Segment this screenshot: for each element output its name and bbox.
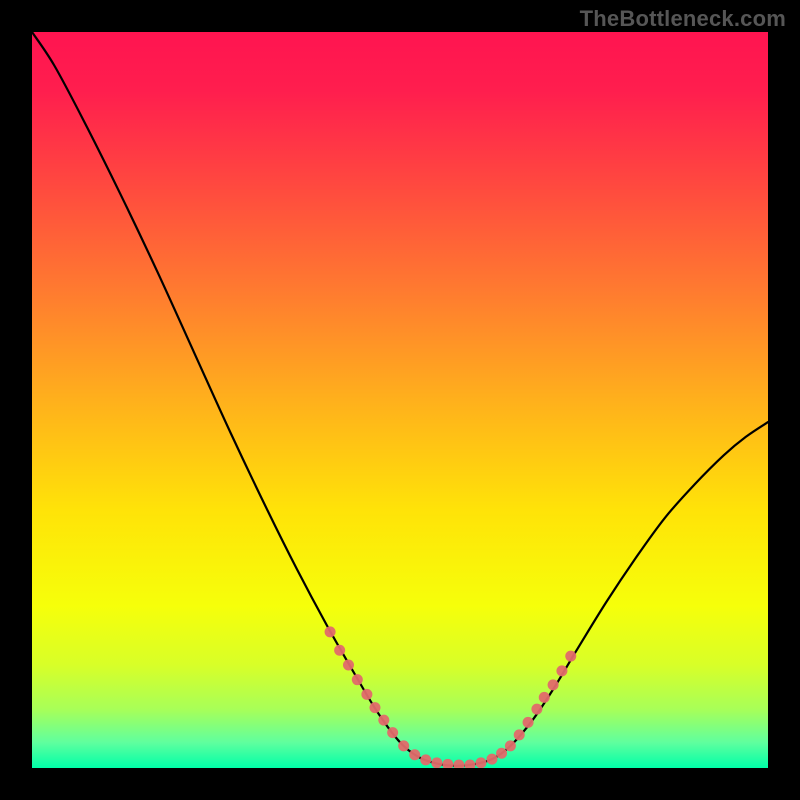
marker-point xyxy=(496,748,507,759)
marker-point xyxy=(387,727,398,738)
marker-point xyxy=(431,757,442,768)
marker-point xyxy=(531,704,542,715)
marker-point xyxy=(409,749,420,760)
marker-point xyxy=(523,717,534,728)
marker-point xyxy=(505,740,516,751)
marker-point xyxy=(539,692,550,703)
watermark-text: TheBottleneck.com xyxy=(580,6,786,32)
plot-svg xyxy=(32,32,768,768)
marker-point xyxy=(548,679,559,690)
plot-area xyxy=(32,32,768,768)
marker-point xyxy=(378,715,389,726)
marker-point xyxy=(487,754,498,765)
marker-point xyxy=(565,651,576,662)
marker-point xyxy=(361,689,372,700)
marker-point xyxy=(334,645,345,656)
marker-point xyxy=(352,674,363,685)
marker-point xyxy=(369,702,380,713)
marker-point xyxy=(343,659,354,670)
marker-point xyxy=(556,665,567,676)
marker-point xyxy=(398,740,409,751)
chart-frame: TheBottleneck.com xyxy=(0,0,800,800)
marker-point xyxy=(420,754,431,765)
marker-point xyxy=(475,757,486,768)
marker-point xyxy=(514,729,525,740)
gradient-background xyxy=(32,32,768,768)
marker-point xyxy=(325,626,336,637)
